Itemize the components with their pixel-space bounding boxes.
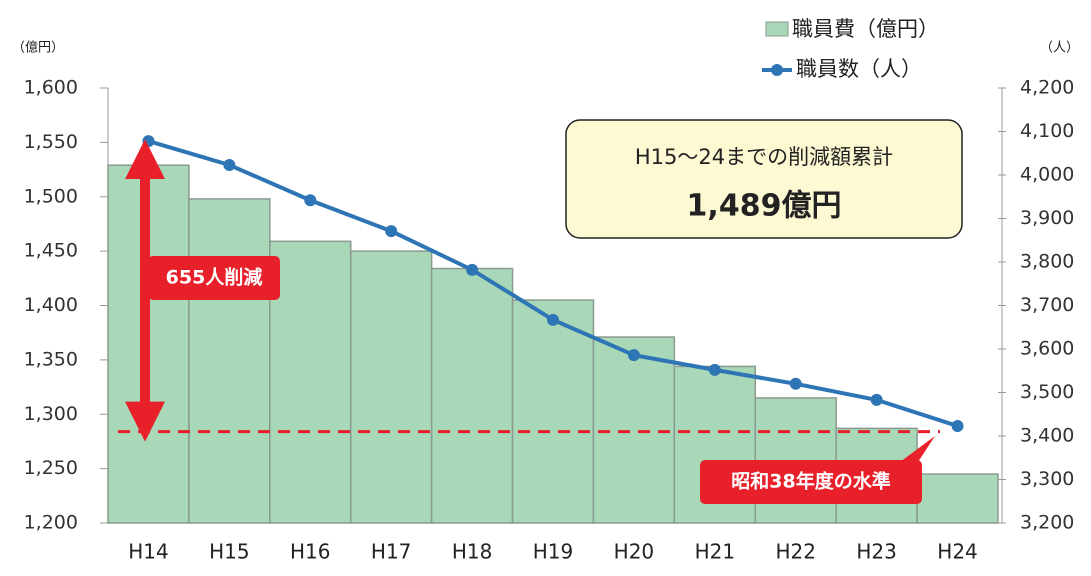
bar	[592, 336, 676, 524]
y2-tick-label: 4,000	[1020, 164, 1074, 186]
bar	[349, 250, 433, 524]
x-tick-label: H21	[695, 540, 736, 564]
point	[304, 194, 317, 207]
legend-label: 職員費（億円）	[792, 17, 939, 41]
y-tick-label: 1,300	[24, 403, 78, 425]
x-tick-label: H22	[775, 540, 816, 564]
y2-unit: （人）	[1040, 41, 1079, 56]
y-tick-label: 1,500	[24, 185, 78, 207]
point	[385, 225, 398, 238]
point	[708, 363, 721, 376]
summary-value: 1,489億円	[687, 189, 842, 224]
y2-tick-label: 3,700	[1020, 294, 1074, 316]
y-tick-label: 1,350	[24, 348, 78, 370]
y-tick-label: 1,200	[24, 512, 78, 534]
bar	[269, 240, 352, 524]
y-unit: （億円）	[12, 40, 64, 56]
point	[142, 135, 155, 148]
y-tick-label: 1,400	[24, 294, 78, 316]
x-tick-label: H24	[937, 540, 978, 564]
y2-tick-label: 3,500	[1020, 381, 1074, 403]
legend-marker	[771, 64, 783, 76]
summary-box	[565, 119, 963, 239]
bar	[188, 198, 271, 524]
y2-tick-label: 3,800	[1020, 251, 1074, 273]
arrow-label-box	[148, 256, 280, 300]
y-tick-label: 1,450	[24, 240, 78, 262]
point	[789, 377, 802, 390]
reference-label-box	[700, 460, 922, 504]
y-tick-label: 1,600	[24, 77, 78, 99]
x-tick-label: H20	[614, 540, 655, 564]
bar	[916, 473, 999, 524]
x-tick-label: H19	[533, 540, 574, 564]
reference-pointer	[900, 436, 935, 462]
x-tick-label: H16	[290, 540, 331, 564]
point	[870, 393, 883, 406]
legend-label: 職員数（人）	[796, 57, 922, 81]
point	[627, 349, 640, 362]
y2-tick-label: 4,200	[1020, 77, 1074, 99]
y-tick-label: 1,250	[24, 457, 78, 479]
x-tick-label: H18	[452, 540, 493, 564]
y2-tick-label: 3,200	[1020, 512, 1074, 534]
x-tick-label: H14	[128, 540, 169, 564]
point	[466, 263, 479, 276]
point	[951, 419, 964, 432]
arrow-label: 655人削減	[166, 266, 263, 289]
legend-swatch	[765, 21, 789, 37]
y2-tick-label: 3,600	[1020, 338, 1074, 360]
point	[223, 158, 236, 171]
x-tick-label: H17	[371, 540, 412, 564]
x-tick-label: H15	[209, 540, 250, 564]
y2-tick-label: 3,300	[1020, 468, 1074, 490]
y-tick-label: 1,550	[24, 131, 78, 153]
bar	[511, 299, 595, 524]
bar	[430, 267, 514, 524]
reference-label: 昭和38年度の水準	[731, 470, 890, 493]
x-tick-label: H23	[856, 540, 897, 564]
y2-tick-label: 3,400	[1020, 425, 1074, 447]
y2-tick-label: 3,900	[1020, 207, 1074, 229]
y2-tick-label: 4,100	[1020, 120, 1074, 142]
point	[547, 313, 559, 326]
summary-title: H15～24までの削減額累計	[635, 145, 893, 169]
